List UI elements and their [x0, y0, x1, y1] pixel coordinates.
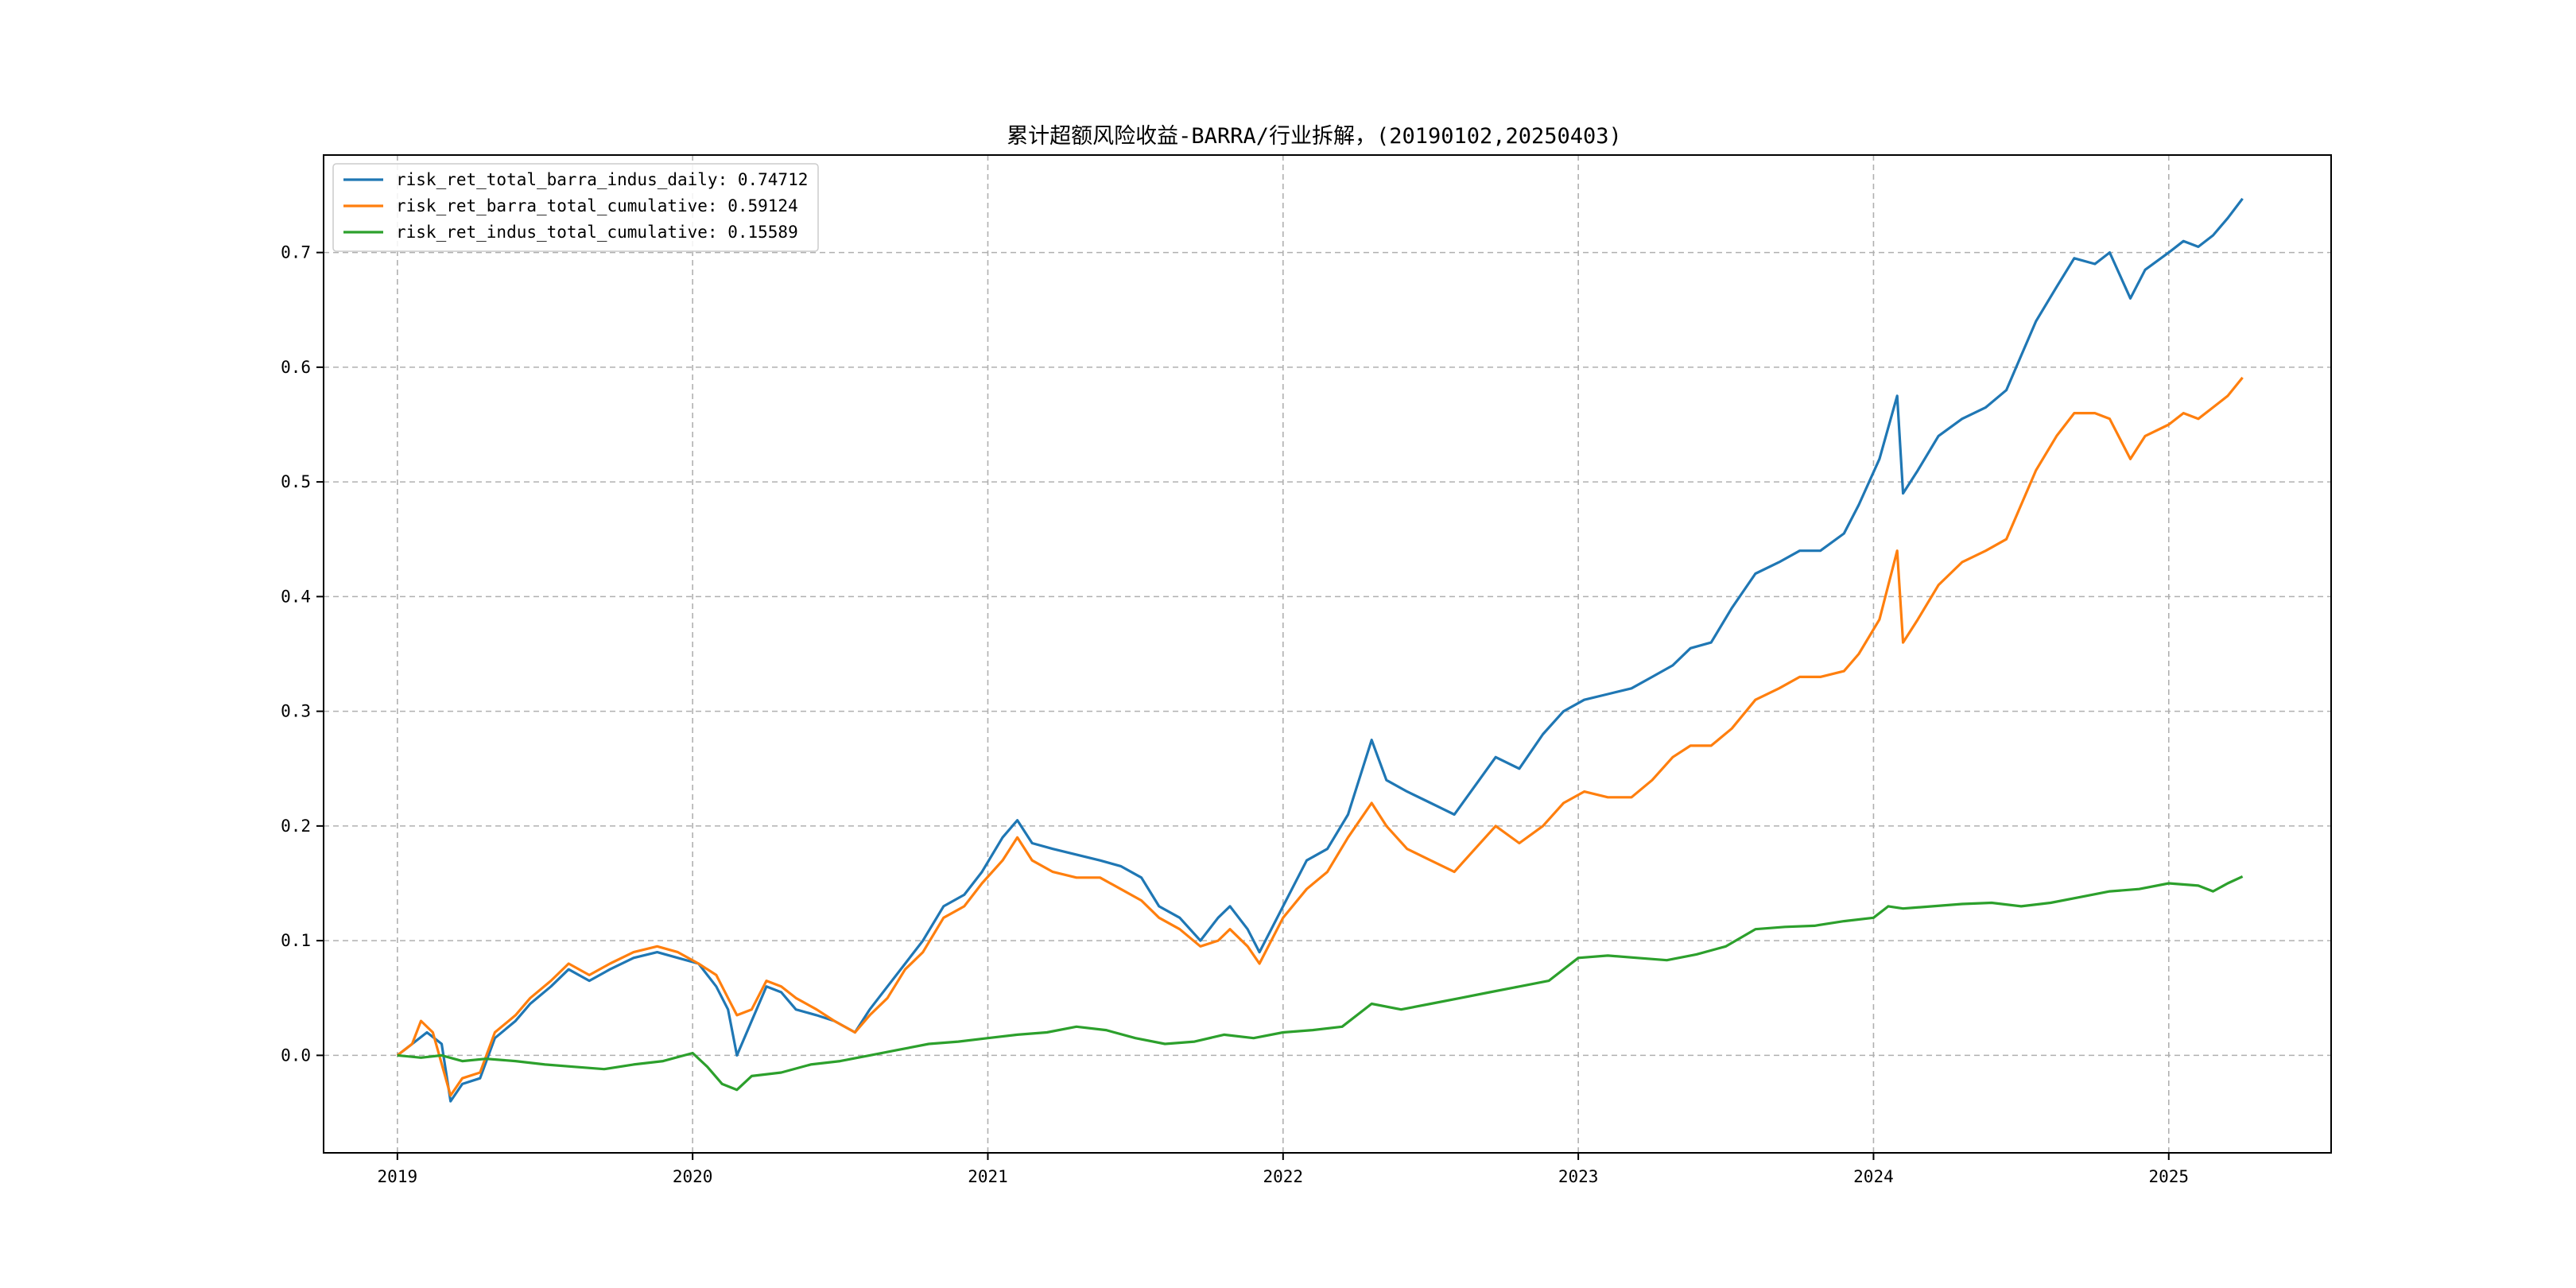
y-tick-label: 0.5: [281, 472, 311, 491]
series-line-2: [396, 376, 2244, 1097]
y-tick-label: 0.1: [281, 931, 311, 950]
x-axis: 2019 2020 2021 2022 2023 2024 2025: [378, 1153, 2189, 1186]
y-tick-label: 0.7: [281, 243, 311, 262]
chart-title: 累计超额风险收益-BARRA/行业拆解，(20190102,20250403): [1007, 124, 1622, 149]
x-tick-label: 2020: [673, 1167, 713, 1186]
x-tick-label: 2024: [1853, 1167, 1894, 1186]
series-line-1: [396, 197, 2244, 1103]
y-tick-label: 0.0: [281, 1046, 311, 1065]
series-line-3: [397, 875, 2244, 1092]
grid: [324, 155, 2331, 1153]
x-tick-label: 2019: [378, 1167, 418, 1186]
legend-box: [332, 163, 819, 252]
y-tick-label: 0.4: [281, 587, 311, 606]
y-tick-label: 0.3: [281, 702, 311, 721]
legend: risk_ret_total_barra_indus_daily: 0.7471…: [332, 163, 819, 252]
y-axis: 0.0 0.1 0.2 0.3 0.4 0.5 0.6 0.7: [281, 243, 324, 1065]
series-lines: [396, 197, 2244, 1103]
x-tick-label: 2025: [2148, 1167, 2189, 1186]
x-tick-label: 2021: [968, 1167, 1008, 1186]
legend-label-2: risk_ret_barra_total_cumulative: 0.59124: [396, 196, 798, 215]
y-tick-label: 0.2: [281, 817, 311, 836]
x-tick-label: 2023: [1558, 1167, 1599, 1186]
legend-label-1: risk_ret_total_barra_indus_daily: 0.7471…: [396, 170, 808, 189]
plot-area-frame: [323, 154, 2332, 1154]
x-tick-label: 2022: [1263, 1167, 1304, 1186]
legend-label-3: risk_ret_indus_total_cumulative: 0.15589: [396, 223, 798, 242]
y-tick-label: 0.6: [281, 358, 311, 377]
